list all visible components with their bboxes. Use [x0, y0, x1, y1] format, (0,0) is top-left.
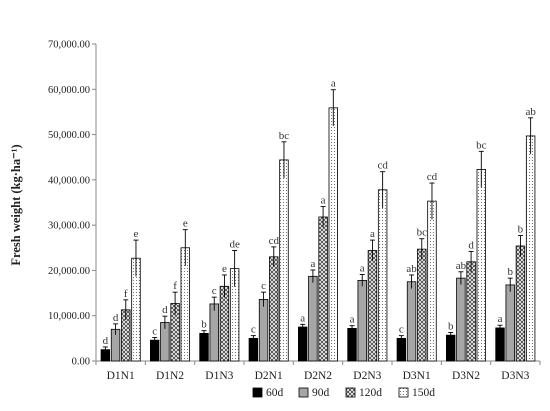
legend-swatch: [398, 387, 409, 398]
category-label: D3N1: [403, 370, 431, 382]
bar: [328, 107, 339, 362]
legend: 60d 90d 120d 150d: [252, 387, 435, 399]
significance-label: e: [183, 218, 188, 230]
significance-label: e: [222, 263, 227, 275]
bar: [297, 326, 308, 362]
significance-label: ab: [525, 106, 536, 118]
category-label: D3N3: [501, 370, 529, 382]
bar: [525, 135, 536, 362]
significance-label: c: [152, 325, 157, 337]
category-label: D3N2: [452, 370, 480, 382]
legend-label: 90d: [312, 387, 330, 399]
significance-label: c: [251, 324, 256, 336]
legend-swatch: [298, 387, 309, 398]
significance-label: a: [331, 78, 336, 90]
bar: [269, 256, 279, 362]
significance-label: ab: [406, 263, 417, 275]
category-label: D1N1: [107, 370, 135, 382]
significance-label: ab: [456, 260, 467, 272]
category-label: D2N3: [353, 370, 381, 382]
bar: [248, 337, 259, 362]
significance-label: bc: [476, 139, 487, 151]
significance-label: a: [300, 312, 305, 324]
significance-label: d: [162, 304, 168, 316]
significance-label: d: [468, 239, 474, 251]
significance-label: a: [370, 228, 375, 240]
legend-swatch: [345, 387, 356, 398]
bar: [505, 284, 515, 362]
significance-label: a: [498, 313, 503, 325]
bar: [367, 250, 378, 362]
category-label: D2N2: [304, 370, 332, 382]
significance-label: a: [360, 263, 365, 275]
significance-label: a: [310, 258, 315, 270]
category-label: D1N2: [156, 370, 184, 382]
significance-label: e: [134, 228, 139, 240]
bar: [347, 327, 357, 362]
bar: [396, 337, 407, 362]
significance-label: d: [103, 335, 109, 347]
y-tick-label: 50,000.00: [48, 130, 90, 141]
bar: [515, 245, 526, 362]
bar: [209, 303, 219, 362]
category-label: D1N3: [205, 370, 233, 382]
significance-label: f: [124, 288, 128, 300]
significance-label: bc: [417, 227, 428, 239]
significance-label: cd: [427, 171, 438, 183]
significance-label: a: [321, 195, 326, 207]
legend-swatch: [252, 387, 263, 398]
y-tick-label: 60,000.00: [48, 85, 90, 96]
bar: [445, 334, 456, 362]
legend-label: 60d: [266, 387, 284, 399]
significance-label: b: [518, 224, 524, 236]
bar: [318, 216, 328, 362]
significance-label: c: [261, 280, 266, 292]
bar: [427, 200, 437, 362]
y-tick-label: 70,000.00: [48, 40, 90, 51]
significance-label: cd: [269, 235, 280, 247]
bar: [258, 299, 269, 362]
bar: [308, 275, 318, 362]
significance-label: d: [113, 312, 119, 324]
significance-label: de: [229, 239, 240, 251]
category-label: D2N1: [255, 370, 283, 382]
bar: [456, 277, 466, 362]
legend-label: 120d: [359, 387, 382, 399]
significance-label: a: [350, 314, 355, 326]
bar: [495, 327, 505, 362]
bar: [149, 339, 160, 362]
significance-label: f: [173, 280, 177, 292]
y-tick-label: 0.00: [72, 357, 90, 368]
significance-label: bc: [279, 130, 290, 142]
bar: [417, 248, 427, 362]
legend-label: 150d: [412, 387, 435, 399]
bar: [199, 332, 209, 362]
y-tick-label: 10,000.00: [48, 311, 90, 322]
significance-label: c: [399, 324, 404, 336]
significance-label: b: [507, 266, 513, 278]
y-tick-label: 20,000.00: [48, 266, 90, 277]
bar: [357, 279, 367, 362]
significance-label: c: [212, 285, 217, 297]
y-tick-label: 40,000.00: [48, 175, 90, 186]
bar: [406, 281, 417, 362]
significance-label: cd: [377, 160, 388, 172]
y-axis-title: Fresh weight (kg·ha⁻¹): [9, 144, 23, 265]
bar: [279, 159, 289, 362]
bar: [466, 261, 476, 362]
bar: [377, 189, 388, 362]
significance-label: b: [201, 319, 207, 331]
significance-label: b: [448, 320, 454, 332]
plot-area: 0.00 10,000.00 20,000.00 30,000.00 40,000.00…: [48, 40, 541, 382]
y-tick-label: 30,000.00: [48, 221, 90, 232]
bar: [476, 169, 487, 362]
